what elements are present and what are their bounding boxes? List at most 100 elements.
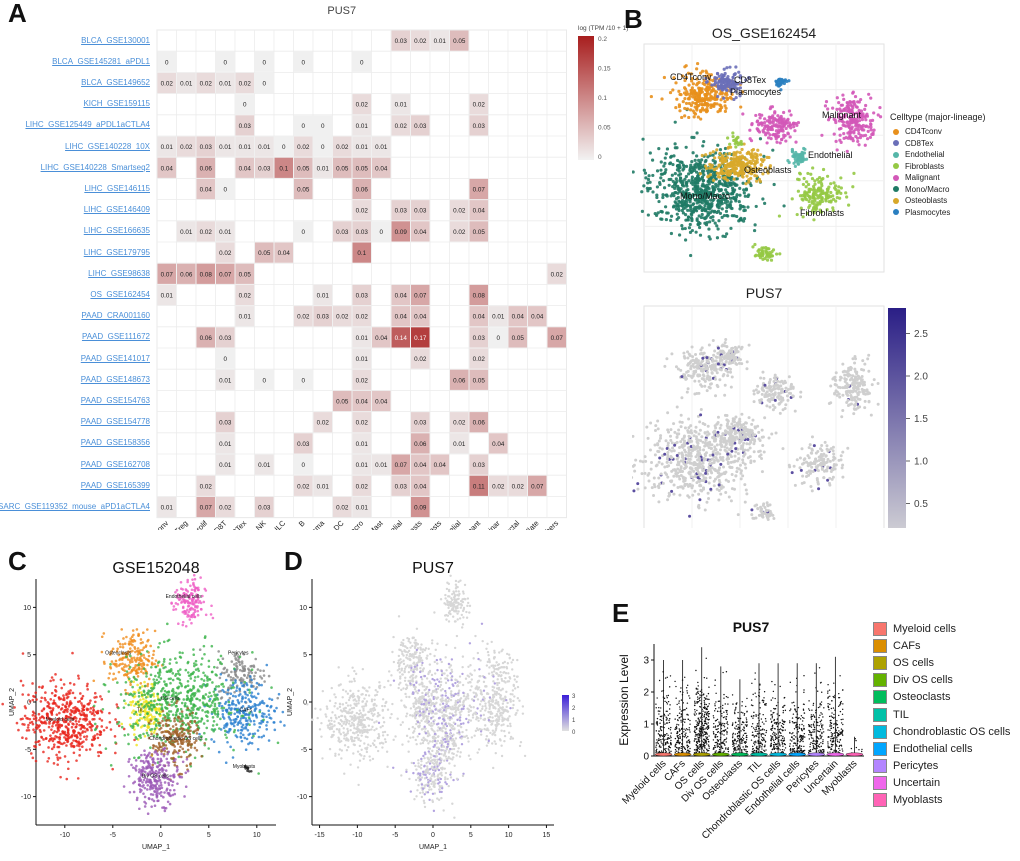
- umap-point: [715, 148, 719, 152]
- dataset-link[interactable]: LIHC_GSE140228_10X: [65, 141, 150, 151]
- dataset-link[interactable]: OS_GSE162454: [90, 290, 150, 299]
- feature-point: [742, 441, 746, 445]
- heatmap-cell: [469, 327, 488, 348]
- dataset-link[interactable]: LIHC_GSE98638: [88, 268, 150, 278]
- feature-point: [690, 345, 694, 349]
- feature-point: [729, 370, 733, 374]
- feature-point: [819, 447, 823, 451]
- dataset-link[interactable]: PAAD_GSE111672: [81, 332, 150, 342]
- umap-point: [191, 607, 195, 611]
- umap-point: [235, 735, 239, 739]
- umap-point: [690, 135, 694, 139]
- dataset-link[interactable]: PAAD_GSE158356: [80, 438, 150, 448]
- dataset-link[interactable]: PAAD_GSE165399: [80, 480, 150, 490]
- feature-point: [765, 514, 769, 518]
- umap-point: [109, 666, 113, 670]
- feature-point: [732, 420, 736, 424]
- dataset-link[interactable]: SARC_GSE119352_mouse_aPD1aCTLA4: [0, 502, 150, 511]
- umap-point: [69, 689, 72, 692]
- umap-point: [217, 750, 221, 754]
- umap-point: [750, 154, 754, 158]
- umap-point: [34, 714, 37, 718]
- umap-point: [176, 593, 180, 596]
- feature-point: [658, 446, 662, 450]
- umap-point: [265, 704, 269, 708]
- dataset-link[interactable]: LIHC_GSE140228_Smartseq2: [40, 162, 150, 172]
- heatmap-cell-label: 0.01: [219, 144, 232, 151]
- umap-point: [669, 214, 674, 218]
- feature-point: [697, 391, 701, 395]
- feature-point: [867, 400, 871, 404]
- heatmap-cell: [352, 284, 371, 306]
- umap-point: [711, 218, 715, 222]
- umap-point: [724, 159, 728, 163]
- dataset-link[interactable]: LIHC_GSE146115: [84, 184, 150, 193]
- umap-point: [46, 760, 49, 763]
- heatmap-cell-label: 0.09: [395, 229, 408, 236]
- feature-point: [701, 473, 705, 477]
- umap-point: [673, 181, 677, 185]
- dataset-link[interactable]: BLCA_GSE145281_aPDL1: [52, 56, 150, 66]
- dataset-link[interactable]: PAAD_GSE148673: [80, 374, 150, 384]
- feature-point: [729, 460, 733, 464]
- dataset-link[interactable]: BLCA_GSE149652: [81, 78, 150, 87]
- dataset-link[interactable]: LIHC_GSE146409: [83, 205, 150, 215]
- dataset-link[interactable]: PAAD_CRA001160: [81, 311, 150, 321]
- feature-point: [743, 462, 747, 466]
- dataset-link[interactable]: LIHC_GSE179795: [83, 247, 150, 257]
- umap-point: [796, 158, 800, 162]
- umap-point: [857, 108, 861, 113]
- legend-label: Plasmocytes: [905, 207, 951, 217]
- umap-point: [258, 725, 262, 729]
- umap-point: [675, 158, 680, 163]
- legend-swatch: [893, 128, 899, 135]
- heatmap-cell-label: 0.02: [297, 483, 310, 490]
- umap-point: [140, 654, 143, 658]
- umap-point: [245, 713, 249, 716]
- umap-point: [722, 73, 726, 77]
- umap-point: [786, 159, 790, 163]
- feature-point: [744, 421, 748, 425]
- umap-point: [141, 648, 144, 652]
- umap-point: [251, 705, 255, 708]
- umap-point: [139, 638, 143, 641]
- feature-point: [809, 485, 813, 489]
- feature-point: [742, 454, 746, 458]
- feature-point: [745, 360, 749, 364]
- dataset-link[interactable]: PAAD_GSE154778: [80, 417, 150, 427]
- umap-point: [233, 663, 236, 666]
- feature-point: [687, 417, 691, 421]
- dataset-link[interactable]: PAAD_GSE162708: [80, 459, 150, 469]
- heatmap-cell-label: 0.04: [375, 335, 388, 342]
- umap-point: [259, 675, 262, 678]
- feature-point: [783, 407, 787, 411]
- dataset-link[interactable]: PAAD_GSE141017: [80, 353, 150, 363]
- feature-point: [775, 383, 779, 387]
- umap-point: [701, 208, 705, 212]
- dataset-link[interactable]: LIHC_GSE125449_aPDL1aCTLA4: [25, 120, 150, 130]
- umap-point: [230, 660, 234, 663]
- heatmap-cell-label: 0.04: [200, 187, 213, 194]
- umap-point: [720, 167, 724, 172]
- umap-point: [782, 133, 786, 137]
- umap-point: [717, 175, 722, 179]
- umap-point: [261, 712, 264, 715]
- dataset-link[interactable]: LIHC_GSE166635: [83, 226, 150, 236]
- feature-point: [666, 451, 670, 455]
- feature-point: [664, 439, 668, 443]
- feature-point: [702, 351, 706, 355]
- feature-point: [688, 514, 692, 518]
- dataset-link[interactable]: PAAD_GSE154763: [80, 396, 150, 405]
- heatmap-cell: [255, 51, 274, 72]
- heatmap-cell-label: 0.02: [473, 102, 486, 109]
- umap-point: [802, 176, 806, 181]
- dataset-link[interactable]: BLCA_GSE130001: [81, 35, 150, 45]
- feature-point: [777, 393, 781, 397]
- dataset-link[interactable]: KICH_GSE159115: [83, 99, 150, 109]
- heatmap-cell: [235, 263, 254, 284]
- feature-point: [715, 355, 719, 359]
- feature-point: [811, 469, 815, 473]
- umap-point: [117, 653, 121, 657]
- umap-point: [716, 94, 720, 99]
- feature-point: [680, 437, 684, 441]
